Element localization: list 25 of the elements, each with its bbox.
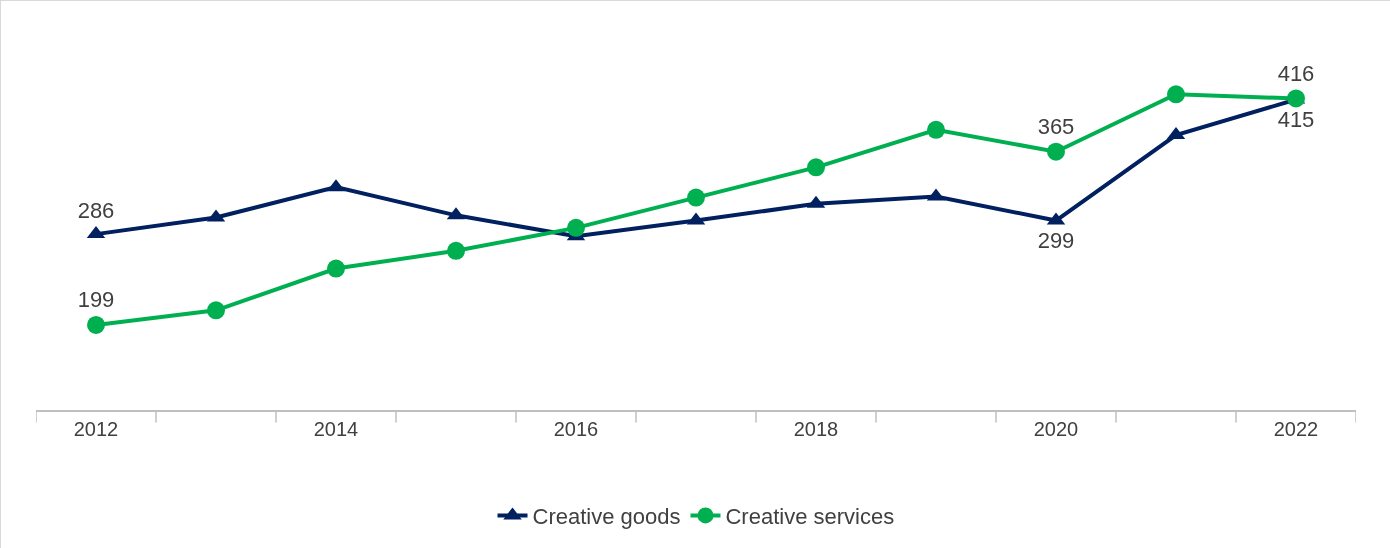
- x-tick-label: 2016: [553, 417, 599, 440]
- data-label: 415: [1277, 107, 1315, 133]
- data-label: 299: [1037, 228, 1075, 254]
- legend-label: Creative services: [725, 503, 895, 529]
- x-tick-label: 2022: [1273, 417, 1319, 440]
- x-tick-label: 2014: [313, 417, 359, 440]
- point: [687, 188, 705, 207]
- point: [87, 315, 105, 334]
- data-label: 416: [1277, 60, 1315, 86]
- point: [1287, 89, 1305, 108]
- point: [927, 120, 945, 139]
- point: [807, 158, 825, 177]
- point: [327, 259, 345, 278]
- x-tick-label: 2018: [793, 417, 839, 440]
- legend-label: Creative goods: [532, 503, 681, 529]
- point: [207, 301, 225, 320]
- data-label: 365: [1037, 113, 1075, 139]
- x-tick-label: 2020: [1033, 417, 1079, 440]
- point: [447, 241, 465, 260]
- x-tick-label: 2012: [73, 417, 119, 440]
- point: [567, 218, 585, 237]
- point: [1047, 142, 1065, 161]
- data-label: 286: [77, 197, 115, 223]
- point: [1167, 85, 1185, 104]
- data-label: 199: [77, 287, 115, 313]
